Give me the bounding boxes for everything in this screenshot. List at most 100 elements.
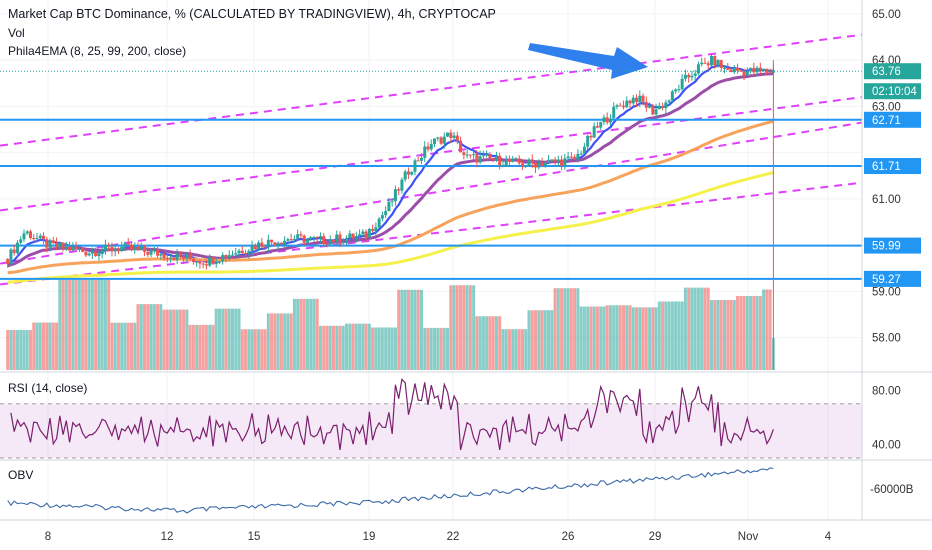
volume-bar: [520, 329, 524, 370]
volume-bar: [22, 330, 26, 370]
candle-body: [390, 201, 394, 203]
candle-body: [527, 159, 531, 166]
volume-bar: [266, 313, 270, 370]
volume-bar: [345, 323, 349, 370]
volume-bar: [84, 280, 88, 370]
candle-body: [325, 243, 329, 245]
candle-body: [341, 241, 345, 243]
candle-body: [547, 159, 551, 163]
candle-body: [123, 243, 127, 247]
volume-bar: [315, 298, 319, 370]
volume-bar: [690, 287, 694, 370]
chart-title: Market Cap BTC Dominance, % (CALCULATED …: [8, 7, 496, 21]
volume-bar: [81, 280, 85, 370]
volume-bar: [143, 304, 147, 370]
candle-body: [35, 238, 39, 240]
candle-body: [768, 72, 772, 74]
candle-body: [472, 154, 476, 156]
volume-bar: [631, 307, 635, 370]
candle-body: [354, 236, 358, 239]
volume-bar: [286, 313, 290, 370]
candle-body: [755, 67, 759, 73]
candle-body: [28, 231, 32, 238]
volume-bar: [247, 329, 251, 370]
volume-bar: [77, 280, 81, 370]
volume-bar: [589, 306, 593, 370]
candle-body: [576, 153, 580, 160]
candle-body: [377, 218, 381, 228]
level-tag-bg: [864, 237, 921, 254]
volume-bar: [436, 327, 440, 370]
volume-bar: [648, 307, 652, 370]
candle-body: [488, 154, 492, 159]
candle-body: [446, 132, 450, 137]
volume-bar: [279, 313, 283, 370]
volume-bar: [38, 322, 42, 370]
volume-bar: [139, 304, 143, 370]
volume-bar: [599, 306, 603, 370]
volume-bar: [221, 308, 225, 370]
candle-body: [641, 95, 645, 102]
volume-bar: [335, 325, 339, 370]
volume-bar: [270, 313, 274, 370]
volume-bar: [501, 329, 505, 370]
candle-body: [198, 261, 202, 264]
volume-bar: [126, 322, 130, 370]
volume-bar: [64, 280, 68, 370]
candle-body: [651, 105, 655, 115]
candle-body: [305, 239, 309, 243]
arrow-annotation[interactable]: [528, 43, 648, 79]
candle-body: [185, 254, 189, 259]
candle-body: [113, 248, 117, 251]
volume-bar: [25, 330, 29, 370]
volume-bar: [397, 289, 401, 370]
volume-bar: [348, 323, 352, 370]
candle-body: [77, 248, 81, 250]
volume-bar: [364, 323, 368, 370]
volume-bar: [449, 285, 453, 370]
candle-body: [81, 248, 85, 252]
candle-body: [459, 140, 463, 153]
candle-body: [664, 102, 668, 109]
obv-line: [7, 467, 774, 514]
volume-bar: [185, 309, 189, 370]
candle-body: [677, 89, 681, 91]
volume-bar: [318, 325, 322, 370]
volume-bar: [621, 305, 625, 370]
candle-body: [608, 118, 612, 123]
candle-body: [361, 231, 365, 235]
volume-bar: [468, 285, 472, 370]
volume-bar: [338, 325, 342, 370]
horizontal-levels[interactable]: [0, 118, 862, 280]
volume-bar: [719, 299, 723, 370]
volume-bar: [191, 324, 195, 370]
candle-body: [762, 68, 766, 71]
candle-body: [276, 242, 280, 246]
volume-bars: [6, 280, 775, 370]
candle-body: [423, 146, 427, 158]
volume-bar: [667, 301, 671, 370]
candle-body: [253, 245, 257, 250]
volume-bar: [592, 306, 596, 370]
candle-body: [481, 155, 485, 157]
volume-bar: [384, 327, 388, 370]
time-tick-label: 29: [649, 531, 662, 543]
candle-body: [696, 64, 700, 74]
volume-bar: [481, 316, 485, 370]
candle-body: [498, 155, 502, 166]
volume-bar: [618, 305, 622, 370]
candle-body: [273, 242, 277, 246]
volume-bar: [670, 301, 674, 370]
candle-body: [631, 97, 635, 104]
candle-body: [289, 239, 293, 241]
candle-body: [384, 211, 388, 216]
candle-body: [709, 55, 713, 66]
candle-body: [129, 244, 133, 250]
volume-bar: [677, 301, 681, 370]
volume-bar: [260, 329, 264, 370]
candle-body: [693, 73, 697, 76]
volume-bar: [543, 310, 547, 370]
volume-bar: [133, 322, 137, 370]
